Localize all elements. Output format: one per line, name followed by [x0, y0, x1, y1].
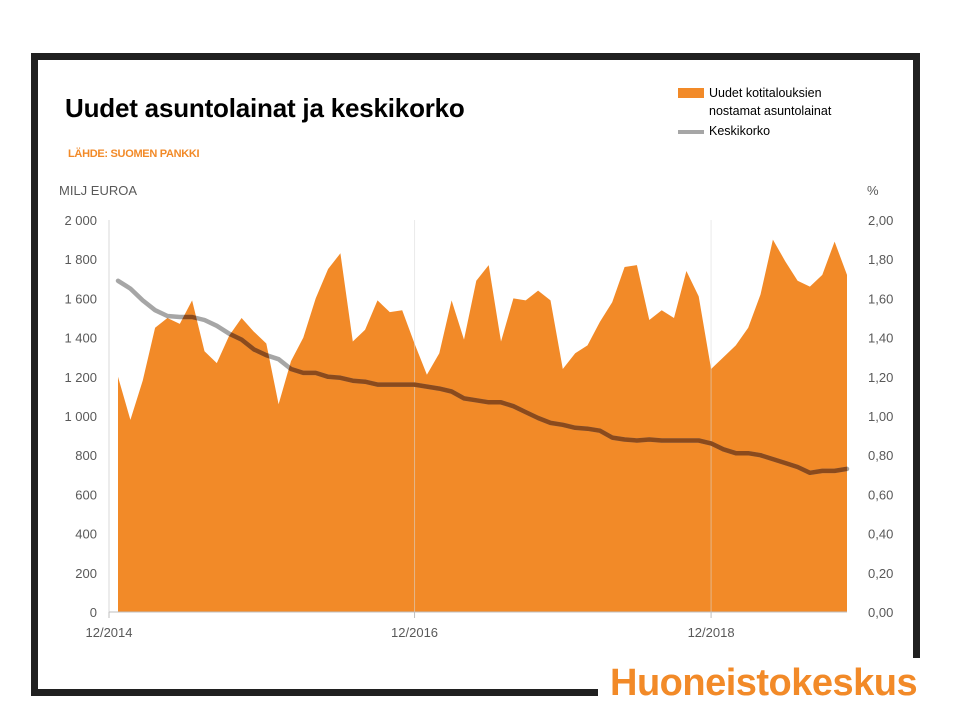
legend-swatch-area	[678, 88, 704, 98]
y-left-axis-title: MILJ EUROA	[59, 183, 137, 198]
y-left-tick-label: 1 000	[64, 409, 97, 424]
y-right-tick-label: 1,00	[868, 409, 893, 424]
legend-label-loans: Uudet kotitalouksien nostamat asuntolain…	[709, 86, 832, 118]
loans-area	[118, 239, 847, 612]
y-left-tick-label: 0	[90, 605, 97, 620]
chart-title: Uudet asuntolainat ja keskikorko	[65, 93, 465, 123]
y-right-axis-title: %	[867, 183, 879, 198]
x-tick-label: 12/2014	[86, 625, 133, 640]
rate-line-over-area	[118, 278, 847, 476]
brand-logo: Huoneistokeskus	[610, 662, 918, 704]
legend-label-rate: Keskikorko	[709, 124, 771, 138]
y-right-tick-label: 1,80	[868, 252, 893, 267]
y-right-tick-label: 2,00	[868, 213, 893, 228]
y-left-tick-label: 1 600	[64, 291, 97, 306]
y-right-tick-label: 0,40	[868, 527, 893, 542]
y-left-tick-label: 600	[75, 487, 97, 502]
legend-swatch-line	[678, 130, 704, 134]
y-right-tick-label: 0,60	[868, 487, 893, 502]
y-right-tick-label: 1,20	[868, 370, 893, 385]
chart-source: LÄHDE: SUOMEN PANKKI	[68, 148, 200, 160]
y-left-tick-label: 2 000	[64, 213, 97, 228]
brand-area	[598, 658, 920, 720]
y-left-tick-label: 200	[75, 566, 97, 581]
x-tick-label: 12/2018	[688, 625, 735, 640]
y-left-tick-label: 1 800	[64, 252, 97, 267]
y-right-tick-label: 0,00	[868, 605, 893, 620]
y-left-tick-label: 1 200	[64, 370, 97, 385]
y-left-tick-label: 400	[75, 527, 97, 542]
y-left-tick-label: 800	[75, 448, 97, 463]
x-tick-label: 12/2016	[391, 625, 438, 640]
y-right-tick-label: 1,40	[868, 331, 893, 346]
y-right-tick-label: 1,60	[868, 291, 893, 306]
y-left-tick-label: 1 400	[64, 331, 97, 346]
y-right-tick-label: 0,80	[868, 448, 893, 463]
y-right-tick-label: 0,20	[868, 566, 893, 581]
